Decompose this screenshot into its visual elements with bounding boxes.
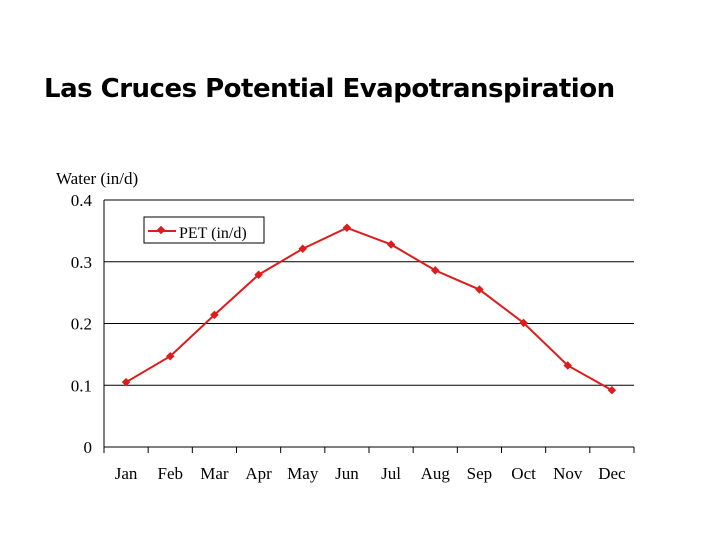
- x-tick-label: Mar: [200, 464, 229, 483]
- y-tick-label: 0.3: [71, 253, 92, 272]
- x-tick-label: Jun: [335, 464, 359, 483]
- data-point: [166, 351, 175, 361]
- y-tick-label: 0: [84, 438, 93, 457]
- data-point: [342, 223, 352, 233]
- axes: [103, 200, 635, 453]
- gridlines: [104, 199, 634, 386]
- data-point: [210, 310, 219, 320]
- data-point: [607, 385, 617, 395]
- data-point: [386, 240, 396, 249]
- x-tick-labels: Jan Feb Mar Apr May Jun Jul Aug Sep Oct Nov Dec: [115, 464, 626, 483]
- x-tick-label: Jan: [115, 464, 138, 483]
- data-point: [298, 244, 307, 254]
- data-point: [519, 318, 528, 328]
- y-tick-label: 0.1: [71, 376, 92, 395]
- series-group: [121, 223, 617, 395]
- x-tick-label: Feb: [158, 464, 184, 483]
- data-point: [475, 285, 484, 294]
- y-tick-label: 0.2: [71, 315, 92, 334]
- x-tick-label: May: [287, 464, 319, 483]
- legend-label: PET (in/d): [179, 225, 247, 242]
- data-point: [431, 266, 440, 275]
- x-tick-label: Jul: [381, 464, 401, 483]
- x-tick-label: Aug: [421, 464, 451, 483]
- data-point: [563, 361, 572, 370]
- y-tick-label: 0.4: [71, 191, 93, 210]
- x-tick-label: Dec: [598, 464, 626, 483]
- y-axis-label: Water (in/d): [56, 169, 138, 188]
- x-tick-label: Sep: [467, 464, 493, 483]
- legend-marker: [156, 225, 166, 235]
- x-tick-label: Nov: [553, 464, 583, 483]
- legend: PET (in/d): [143, 216, 265, 244]
- y-tick-labels: 0 0.1 0.2 0.3 0.4: [71, 191, 93, 457]
- x-tick-label: Oct: [511, 464, 536, 483]
- x-tick-label: Apr: [245, 464, 272, 483]
- data-point: [121, 377, 131, 387]
- series-line: [125, 226, 613, 392]
- slide-title: Las Cruces Potential Evapotranspiration: [44, 74, 615, 104]
